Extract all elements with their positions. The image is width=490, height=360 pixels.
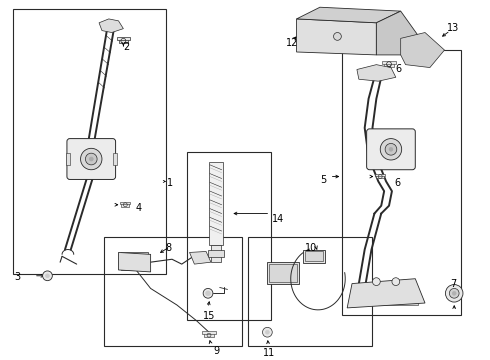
Text: 3: 3 — [14, 272, 21, 282]
Bar — [121, 202, 130, 204]
FancyBboxPatch shape — [367, 129, 416, 170]
Circle shape — [449, 288, 459, 298]
Circle shape — [80, 148, 102, 170]
Circle shape — [389, 147, 393, 151]
Bar — [303, 249, 325, 263]
Circle shape — [392, 278, 400, 285]
Circle shape — [380, 139, 402, 160]
Polygon shape — [99, 19, 123, 32]
Text: 6: 6 — [396, 64, 402, 74]
Circle shape — [372, 278, 380, 285]
Bar — [66, 153, 70, 165]
Circle shape — [263, 327, 272, 337]
Bar — [268, 262, 298, 284]
Bar — [187, 152, 271, 320]
Text: 2: 2 — [123, 42, 130, 52]
Text: 5: 5 — [320, 175, 326, 185]
Polygon shape — [296, 19, 376, 55]
Bar — [384, 62, 394, 67]
Circle shape — [206, 291, 211, 296]
Polygon shape — [376, 11, 420, 55]
Polygon shape — [357, 65, 396, 81]
Text: 15: 15 — [203, 311, 216, 321]
Circle shape — [445, 284, 463, 302]
Circle shape — [266, 330, 270, 334]
Text: 7: 7 — [450, 279, 457, 289]
Text: 13: 13 — [447, 23, 460, 33]
Polygon shape — [190, 252, 211, 264]
Bar — [204, 333, 214, 337]
Bar — [376, 175, 384, 179]
Bar — [117, 37, 130, 40]
Polygon shape — [119, 252, 150, 272]
Circle shape — [452, 291, 456, 295]
Circle shape — [89, 157, 93, 161]
Bar — [13, 9, 166, 274]
Bar — [375, 174, 385, 176]
Bar — [209, 162, 222, 245]
Bar — [202, 331, 216, 334]
Polygon shape — [347, 279, 425, 308]
Bar — [382, 61, 396, 64]
Text: 4: 4 — [136, 203, 142, 213]
Circle shape — [85, 153, 97, 165]
Text: 8: 8 — [165, 243, 172, 253]
Bar — [211, 245, 220, 262]
Circle shape — [43, 271, 52, 281]
Circle shape — [385, 143, 397, 155]
Circle shape — [46, 274, 49, 278]
Bar — [270, 264, 296, 282]
Text: 6: 6 — [394, 179, 400, 189]
Text: 9: 9 — [214, 346, 220, 356]
Bar — [119, 39, 128, 43]
Text: 1: 1 — [167, 179, 173, 189]
Polygon shape — [401, 32, 444, 68]
Bar — [355, 289, 418, 305]
Bar — [248, 237, 372, 346]
Bar — [305, 252, 323, 261]
Text: 12: 12 — [286, 39, 298, 48]
Bar — [208, 249, 223, 257]
Circle shape — [203, 288, 213, 298]
Polygon shape — [296, 7, 401, 23]
Text: 14: 14 — [272, 213, 285, 224]
FancyBboxPatch shape — [67, 139, 116, 179]
Bar — [343, 50, 461, 315]
Text: 10: 10 — [305, 243, 318, 253]
Circle shape — [334, 32, 342, 40]
Bar — [104, 237, 242, 346]
Text: 11: 11 — [263, 348, 275, 358]
Bar — [122, 252, 147, 270]
Bar — [122, 203, 129, 207]
Bar — [113, 153, 117, 165]
